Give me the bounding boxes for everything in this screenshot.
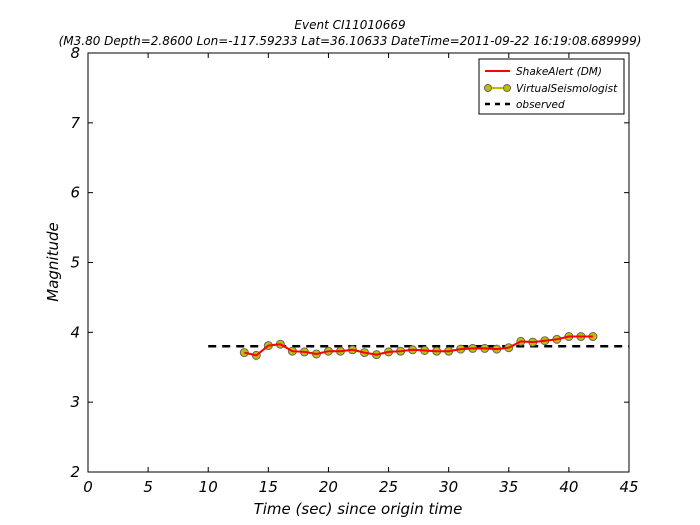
x-axis-label: Time (sec) since origin time — [254, 500, 463, 518]
x-tick-label: 40 — [559, 478, 578, 496]
x-tick-label: 0 — [83, 478, 93, 496]
y-tick-label: 3 — [70, 393, 80, 411]
legend-label-shakealert-dm: ShakeAlert (DM) — [516, 66, 602, 78]
x-tick-label: 35 — [499, 478, 518, 496]
legend-label-virtualseismologist: VirtualSeismologist — [516, 83, 618, 95]
shakealert-line — [244, 335, 593, 357]
x-tick-label: 30 — [439, 478, 458, 496]
legend: ShakeAlert (DM) VirtualSeismologist observ… — [478, 58, 625, 115]
y-tick-label: 7 — [70, 114, 80, 132]
y-tick-label: 2 — [70, 463, 80, 481]
y-tick-label: 6 — [70, 184, 80, 202]
x-tick-label: 10 — [199, 478, 218, 496]
chart-title: Event CI11010669 — [294, 18, 406, 32]
x-tick-label: 5 — [143, 478, 153, 496]
legend-frame — [478, 58, 625, 115]
legend-vs-marker — [484, 84, 492, 92]
legend-label-observed: observed — [516, 99, 565, 111]
y-tick-label: 4 — [70, 323, 80, 341]
y-tick-label: 8 — [70, 44, 80, 62]
y-tick-label: 5 — [70, 254, 80, 272]
x-tick-label: 45 — [619, 478, 638, 496]
legend-vs-marker — [503, 84, 511, 92]
plot-frame — [87, 52, 630, 473]
x-tick-label: 20 — [319, 478, 338, 496]
chart-subtitle: (M3.80 Depth=2.8600 Lon=-117.59233 Lat=3… — [58, 34, 642, 48]
x-tick-label: 25 — [379, 478, 398, 496]
y-axis-label: Magnitude — [44, 222, 62, 301]
x-tick-label: 15 — [259, 478, 278, 496]
